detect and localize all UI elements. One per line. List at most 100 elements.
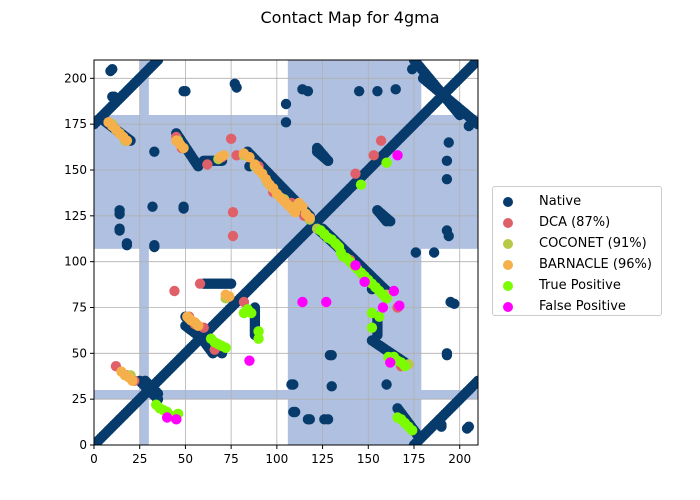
point-native xyxy=(469,117,478,128)
point-native xyxy=(147,201,158,212)
point-native xyxy=(225,278,237,289)
point-false-positive xyxy=(385,357,396,368)
point-native xyxy=(445,296,456,308)
legend-marker xyxy=(503,238,513,249)
point-barnacle-96 xyxy=(244,151,255,163)
point-true-positive xyxy=(366,307,378,319)
y-tick-label: 75 xyxy=(72,301,87,315)
point-native xyxy=(322,414,334,425)
point-native xyxy=(114,205,125,216)
point-true-positive xyxy=(253,333,264,344)
point-native xyxy=(441,173,453,185)
x-tick-label: 25 xyxy=(132,452,147,466)
legend-item: COCONET (91%) xyxy=(503,233,661,254)
point-dca-87 xyxy=(194,278,206,289)
legend-label: COCONET (91%) xyxy=(539,236,647,251)
point-barnacle-96 xyxy=(178,142,189,154)
point-native xyxy=(463,421,475,432)
legend: Native DCA (87%) COCONET (91%) BARNACLE (96… xyxy=(492,186,662,316)
legend-item: True Positive xyxy=(503,275,661,296)
point-barnacle-96 xyxy=(218,150,230,161)
point-native xyxy=(441,155,453,167)
point-true-positive xyxy=(399,360,411,372)
x-tick-label: 200 xyxy=(448,452,471,466)
horizontal-band xyxy=(94,115,478,249)
point-native xyxy=(372,85,383,97)
point-native xyxy=(114,225,125,236)
point-native xyxy=(326,349,337,361)
legend-marker xyxy=(503,259,513,270)
y-tick-label: 50 xyxy=(72,346,87,360)
point-dca-87 xyxy=(227,230,239,242)
y-tick-label: 100 xyxy=(64,255,87,269)
point-true-positive xyxy=(381,157,392,168)
point-dca-87 xyxy=(225,133,237,145)
point-false-positive xyxy=(244,355,255,366)
y-tick-label: 175 xyxy=(64,117,87,131)
legend-marker xyxy=(503,217,513,228)
x-tick-label: 0 xyxy=(90,452,98,466)
point-true-positive xyxy=(406,425,418,436)
point-native xyxy=(443,137,454,148)
point-barnacle-96 xyxy=(289,206,301,218)
legend-marker xyxy=(503,280,513,291)
point-native xyxy=(311,142,323,154)
point-native xyxy=(149,146,160,157)
point-false-positive xyxy=(392,150,403,161)
data-layer xyxy=(94,60,478,445)
legend-item: False Positive xyxy=(503,296,661,317)
point-native xyxy=(152,60,164,66)
point-true-positive xyxy=(381,293,392,304)
point-false-positive xyxy=(161,412,173,423)
point-true-positive xyxy=(246,307,257,319)
point-true-positive xyxy=(253,326,264,337)
legend-item: DCA (87%) xyxy=(503,212,661,233)
point-native xyxy=(302,85,314,97)
x-tick-label: 175 xyxy=(403,452,426,466)
y-tick-label: 150 xyxy=(64,163,87,177)
point-native xyxy=(410,60,422,69)
point-native xyxy=(302,414,314,425)
plot-frame xyxy=(93,59,479,446)
point-native xyxy=(280,117,292,128)
point-native xyxy=(353,85,365,97)
point-true-positive xyxy=(366,322,378,333)
point-barnacle-96 xyxy=(121,135,133,146)
point-native xyxy=(428,247,440,258)
point-dca-87 xyxy=(368,150,379,161)
vertical-band xyxy=(139,60,149,445)
legend-label: BARNACLE (96%) xyxy=(539,257,652,272)
point-dca-87 xyxy=(202,159,213,170)
point-dca-87 xyxy=(350,168,361,179)
point-dca-87 xyxy=(227,206,239,218)
point-native xyxy=(410,247,422,258)
point-native xyxy=(436,421,447,432)
chart-title: Contact Map for 4gma xyxy=(260,8,440,27)
point-native xyxy=(392,403,403,414)
point-false-positive xyxy=(350,260,361,271)
legend-label: False Positive xyxy=(539,299,626,314)
y-tick-label: 0 xyxy=(79,438,87,452)
point-native xyxy=(348,179,359,190)
point-false-positive xyxy=(171,414,182,425)
horizontal-band xyxy=(94,390,478,400)
y-tick-label: 125 xyxy=(64,209,87,223)
point-native xyxy=(390,84,401,95)
point-false-positive xyxy=(388,285,400,297)
point-dca-87 xyxy=(375,135,387,146)
x-tick-label: 75 xyxy=(224,452,239,466)
point-false-positive xyxy=(377,302,389,313)
point-native xyxy=(178,201,189,212)
point-true-positive xyxy=(355,179,367,190)
point-barnacle-96 xyxy=(193,320,204,332)
x-tick-label: 100 xyxy=(265,452,288,466)
point-native xyxy=(441,225,453,236)
point-false-positive xyxy=(359,276,370,288)
y-tick-label: 25 xyxy=(72,392,87,406)
point-false-positive xyxy=(321,296,332,308)
y-tick-label: 200 xyxy=(64,71,87,85)
point-native xyxy=(441,348,453,359)
point-native xyxy=(107,91,118,102)
point-native xyxy=(385,216,396,227)
